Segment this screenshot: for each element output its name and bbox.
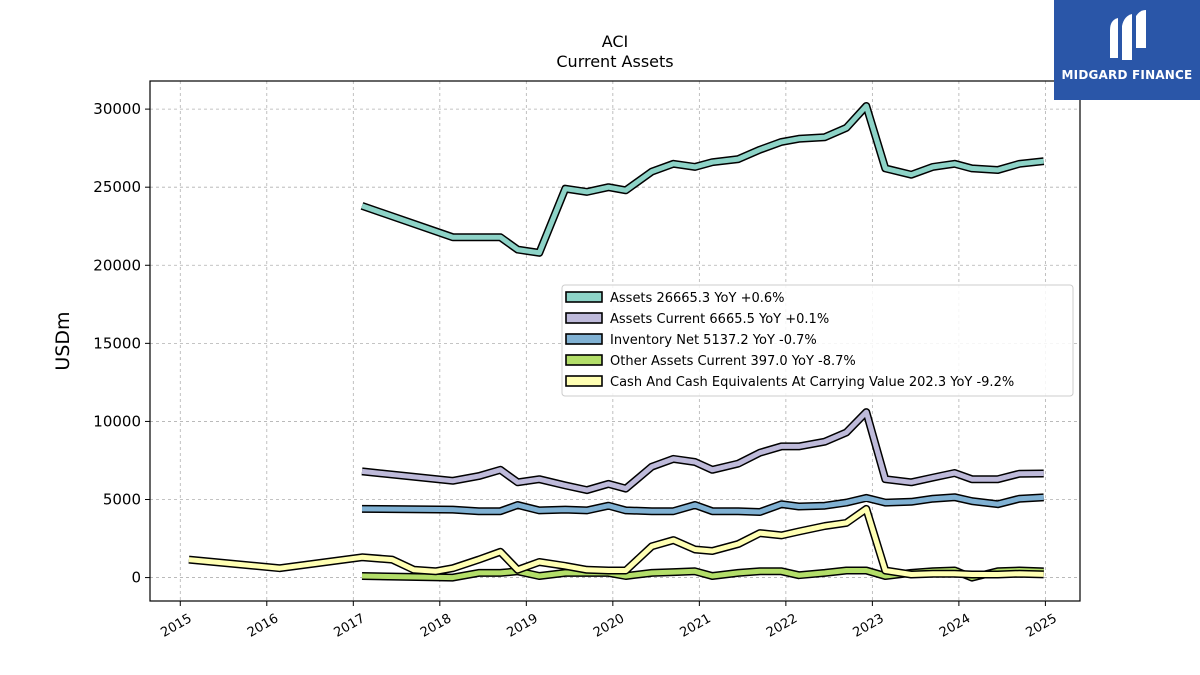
x-tick-label: 2016 [245, 611, 281, 641]
x-tick-label: 2021 [678, 611, 714, 641]
y-tick-label: 10000 [93, 412, 141, 430]
series-stroke [188, 506, 1044, 577]
legend-swatch [565, 375, 603, 387]
plot-frame [149, 80, 1081, 602]
x-tick-label: 2018 [418, 611, 454, 641]
x-tick-label: 2020 [591, 611, 627, 641]
series-line [361, 408, 1044, 495]
x-tick-label: 2023 [851, 611, 887, 641]
y-tick-label: 25000 [93, 178, 141, 196]
y-tick-label: 0 [131, 569, 141, 587]
x-tick-label: 2024 [937, 611, 973, 641]
legend-swatch [565, 354, 603, 366]
brand-name: MIDGARD FINANCE [1061, 68, 1193, 82]
x-tick-label: 2022 [764, 611, 800, 641]
x-axis-ticks: 2015 2016 2017 2018 2019 2020 2021 2022 2023 2024… [158, 601, 1060, 641]
y-axis-ticks: 0 5000 10000 15000 20000 25000 30000 [93, 100, 150, 587]
y-axis-label: USDm [52, 311, 74, 370]
legend-entry: Other Assets Current 397.0 YoY -8.7% [610, 354, 856, 369]
y-tick-label: 30000 [93, 100, 141, 118]
legend-swatch [565, 291, 603, 303]
y-tick-label: 20000 [93, 256, 141, 274]
series-stroke [361, 409, 1044, 493]
midgard-logo-icon [1110, 10, 1146, 60]
x-tick-label: 2015 [158, 611, 194, 641]
legend-entry: Inventory Net 5137.2 YoY -0.7% [610, 333, 817, 348]
legend-box [561, 284, 1074, 397]
series-line [361, 493, 1044, 516]
legend: Assets 26665.3 YoY +0.6% Assets Current 6… [561, 284, 1074, 397]
chart-subtitle: Current Assets [556, 52, 673, 71]
brand-logo: MIDGARD FINANCE [1054, 0, 1200, 100]
series-stroke [361, 494, 1044, 515]
series-line [188, 504, 1044, 579]
legend-entry: Assets 26665.3 YoY +0.6% [610, 291, 785, 306]
x-tick-label: 2017 [331, 611, 367, 641]
legend-entry: Assets Current 6665.5 YoY +0.1% [610, 312, 829, 327]
series-lines [188, 102, 1045, 582]
series-line [360, 102, 1045, 257]
y-tick-label: 5000 [103, 490, 141, 508]
x-tick-label: 2019 [504, 611, 540, 641]
x-tick-label: 2025 [1024, 611, 1060, 641]
legend-entry: Cash And Cash Equivalents At Carrying Va… [610, 375, 1014, 390]
series-outline [360, 102, 1045, 257]
y-tick-label: 15000 [93, 334, 141, 352]
series-stroke [361, 103, 1044, 256]
legend-swatch [565, 333, 603, 345]
legend-swatch [565, 312, 603, 324]
chart-title: ACI [602, 32, 629, 51]
